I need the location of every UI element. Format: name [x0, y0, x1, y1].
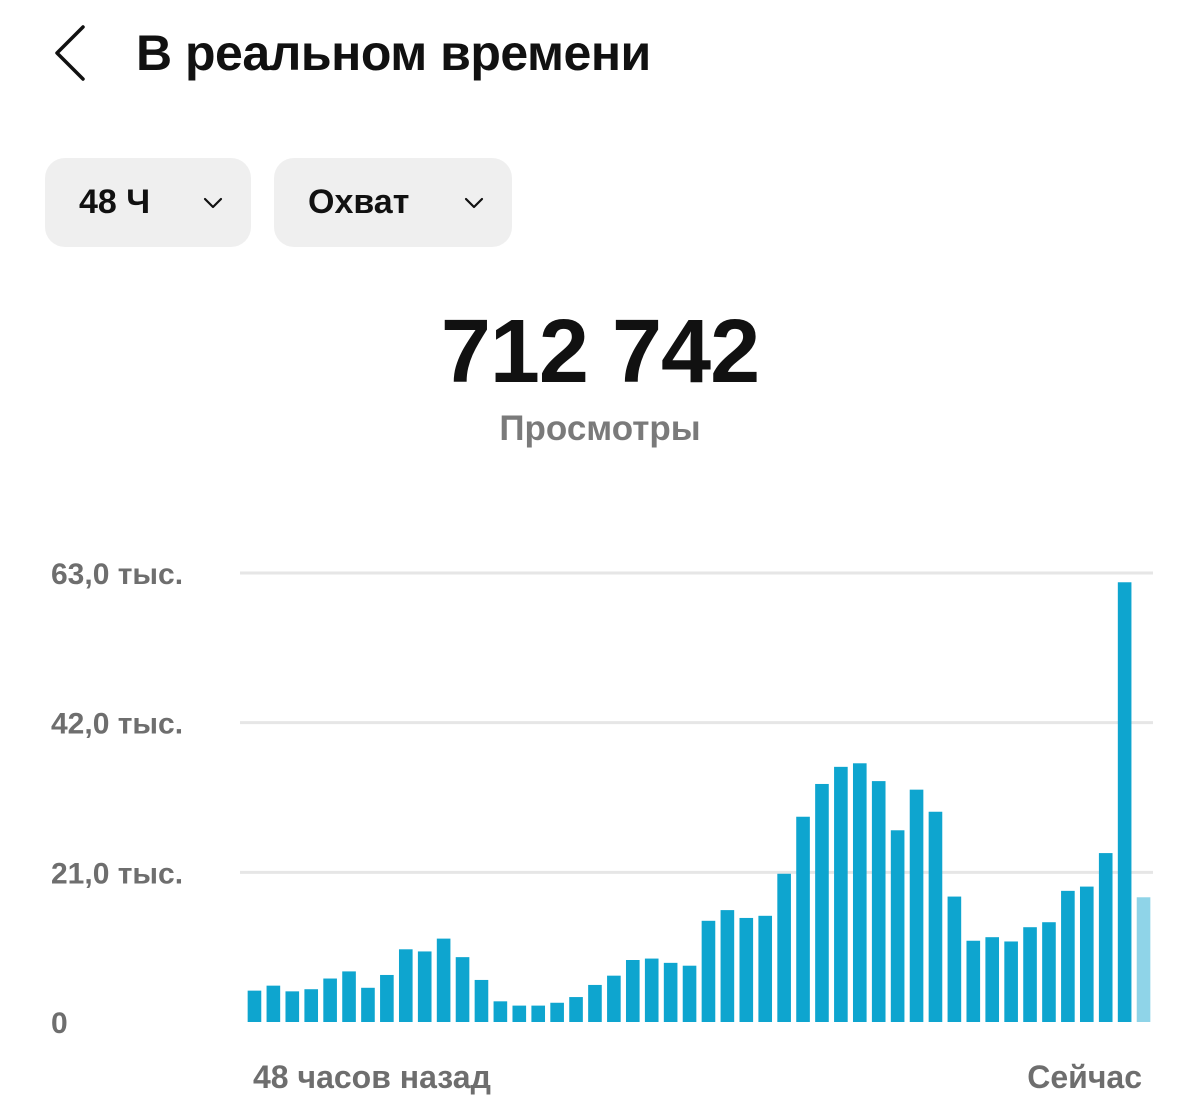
bar[interactable]: [663, 962, 678, 1022]
bar[interactable]: [1061, 890, 1075, 1022]
filter-bar: 48 Ч Охват: [45, 158, 512, 247]
bar[interactable]: [701, 920, 716, 1022]
bar[interactable]: [1098, 853, 1113, 1022]
bar[interactable]: [323, 978, 337, 1022]
bar[interactable]: [947, 896, 962, 1022]
bar[interactable]: [720, 910, 735, 1022]
y-tick-label: 42,0 тыс.: [51, 708, 183, 741]
bar[interactable]: [796, 816, 810, 1022]
bar[interactable]: [682, 965, 697, 1022]
bar[interactable]: [361, 987, 375, 1022]
bar[interactable]: [815, 783, 829, 1022]
bar[interactable]: [985, 937, 1000, 1022]
bar[interactable]: [890, 830, 905, 1022]
back-button[interactable]: [40, 18, 100, 88]
chevron-down-icon: [201, 191, 225, 215]
bar[interactable]: [928, 811, 943, 1022]
bar[interactable]: [436, 938, 451, 1022]
bar[interactable]: [266, 985, 281, 1022]
bar[interactable]: [474, 979, 489, 1022]
x-label-end: Сейчас: [1027, 1059, 1142, 1095]
bar[interactable]: [342, 971, 356, 1022]
time-range-label: 48 Ч: [79, 183, 151, 221]
bar[interactable]: [758, 915, 773, 1022]
x-axis-labels: 48 часов назад Сейчас: [253, 1059, 1142, 1095]
bar[interactable]: [569, 997, 583, 1022]
bar[interactable]: [1136, 897, 1151, 1022]
bar[interactable]: [550, 1002, 564, 1022]
y-tick-label: 63,0 тыс.: [51, 558, 183, 591]
page-title: В реальном времени: [136, 25, 651, 81]
bar[interactable]: [493, 1001, 508, 1022]
bar[interactable]: [455, 957, 470, 1022]
bar[interactable]: [417, 951, 432, 1022]
total-views-label: Просмотры: [499, 409, 701, 448]
bar[interactable]: [852, 763, 867, 1022]
metric-dropdown[interactable]: Охват: [274, 158, 512, 247]
grid-lines: [240, 571, 1153, 874]
bar[interactable]: [834, 766, 848, 1022]
bar[interactable]: [512, 1005, 527, 1022]
bar[interactable]: [1004, 941, 1018, 1022]
y-tick-label: 0: [51, 1007, 68, 1040]
bars: [247, 582, 1151, 1022]
chevron-left-icon: [55, 25, 85, 81]
bar[interactable]: [285, 991, 300, 1022]
x-label-start: 48 часов назад: [253, 1059, 491, 1095]
bar[interactable]: [739, 917, 754, 1022]
metric-label: Охват: [308, 183, 410, 221]
bar[interactable]: [644, 958, 659, 1022]
bar[interactable]: [777, 873, 791, 1022]
time-range-dropdown[interactable]: 48 Ч: [45, 158, 251, 247]
bar[interactable]: [909, 789, 924, 1022]
total-views-value: 712 742: [440, 302, 760, 402]
bar[interactable]: [531, 1005, 546, 1022]
bar[interactable]: [380, 974, 394, 1022]
bar[interactable]: [588, 984, 602, 1022]
bar[interactable]: [1079, 886, 1094, 1022]
chevron-down-icon: [462, 191, 486, 215]
bar[interactable]: [1023, 927, 1037, 1022]
bar[interactable]: [625, 960, 640, 1022]
bar[interactable]: [966, 940, 981, 1022]
y-tick-label: 21,0 тыс.: [51, 857, 183, 890]
bar[interactable]: [871, 781, 886, 1022]
bar[interactable]: [1117, 582, 1132, 1022]
bar[interactable]: [304, 989, 319, 1022]
y-axis-ticks: 0 21,0 тыс. 42,0 тыс. 63,0 тыс.: [51, 558, 183, 1040]
bar[interactable]: [607, 975, 621, 1022]
bar[interactable]: [1042, 922, 1056, 1022]
views-bar-chart: 0 21,0 тыс. 42,0 тыс. 63,0 тыс. 48 часов на…: [51, 558, 1153, 1095]
bar[interactable]: [398, 949, 413, 1022]
bar[interactable]: [247, 990, 262, 1022]
